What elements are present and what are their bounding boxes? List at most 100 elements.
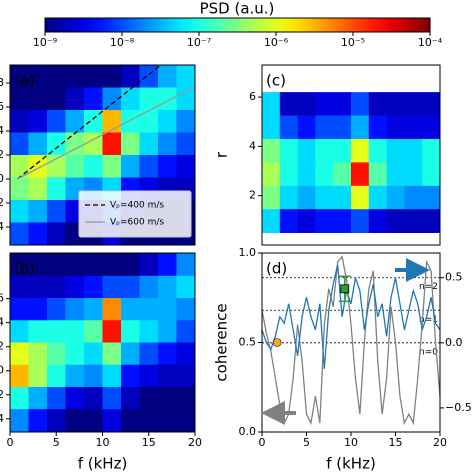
heatmap-cell [65, 110, 85, 133]
heatmap-cell [65, 132, 85, 156]
heatmap-cell [47, 65, 66, 88]
heatmap-cell [10, 364, 29, 388]
y-axis-label: r [213, 151, 231, 158]
x-tick-label: 20 [188, 436, 202, 449]
heatmap-cell [121, 87, 140, 111]
point [272, 338, 282, 347]
heatmap-cell [176, 298, 196, 321]
heatmap-cell [158, 253, 177, 277]
heatmap-cell [422, 92, 441, 116]
heatmap-cell [102, 275, 122, 299]
panel-label: (d) [266, 260, 287, 278]
heatmap-cell [368, 138, 387, 163]
heatmap-cell [386, 185, 405, 210]
heatmap-cell [121, 132, 140, 156]
x-tick-label: 20 [433, 436, 447, 449]
heatmap-cell [102, 364, 122, 388]
colorbar-tick-label: 10⁻⁵ [341, 36, 365, 49]
heatmap-cell [10, 132, 29, 156]
heatmap-cell [28, 200, 48, 223]
heatmap-cell [351, 209, 370, 233]
heatmap-cell [139, 342, 159, 366]
heatmap-cell [28, 222, 48, 246]
panel-label: (a) [14, 72, 35, 90]
heatmap-cell [65, 386, 85, 410]
heatmap-cell [102, 342, 122, 366]
heatmap-cell [368, 185, 387, 210]
y-tick-label: 8 [0, 76, 4, 89]
heatmap-cell [10, 275, 29, 299]
heatmap-cell [47, 409, 66, 433]
heatmap-cell [28, 409, 48, 433]
heatmap-cell [297, 138, 316, 163]
heatmap-cell [158, 155, 177, 178]
heatmap-cell [47, 177, 66, 201]
heatmap-cell [65, 87, 85, 111]
heatmap-cell [47, 222, 66, 246]
heatmap-cell [121, 65, 140, 88]
heatmap-cell [121, 253, 140, 277]
heatmap-cell [10, 320, 29, 343]
x-tick-label: 5 [303, 436, 310, 449]
heatmap-cell [297, 185, 316, 210]
heatmap-cell [262, 92, 281, 116]
x-tick-label: 0 [259, 436, 266, 449]
heatmap-cell [102, 65, 122, 88]
heatmap-cell [47, 87, 66, 111]
data-line [17, 86, 196, 180]
heatmap-cell [404, 162, 423, 187]
heatmap-cell [297, 115, 316, 140]
heatmap-cell [102, 155, 122, 178]
heatmap-cell [176, 253, 196, 277]
heatmap-cell [28, 177, 48, 201]
heatmap-cell [121, 320, 140, 343]
heatmap-cell [139, 65, 159, 88]
heatmap-cell [47, 364, 66, 388]
heatmap-cell [315, 209, 334, 233]
heatmap-cell [176, 132, 196, 156]
heatmap-cell [121, 275, 140, 299]
heatmap-cell [10, 298, 29, 321]
heatmap-cell [102, 132, 122, 156]
heatmap-cell [121, 409, 140, 433]
heatmap-cell [65, 320, 85, 343]
heatmap-cell [102, 409, 122, 433]
heatmap-cell [176, 155, 196, 178]
heatmap-cell [279, 138, 298, 163]
heatmap-cell [422, 185, 441, 210]
heatmap-cell [139, 87, 159, 111]
heatmap-cell [158, 275, 177, 299]
heatmap-cell [10, 65, 29, 88]
heatmap-cell [121, 110, 140, 133]
x-axis-label: f (kHz) [78, 455, 128, 473]
heatmap-cell [84, 132, 103, 156]
heatmap-cell [102, 298, 122, 321]
heatmap-cell [65, 65, 85, 88]
heatmap-cell [28, 110, 48, 133]
heatmap-cell [139, 320, 159, 343]
heatmap-cell [297, 92, 316, 116]
heatmap-cell [158, 132, 177, 156]
heatmap-cell [28, 275, 48, 299]
colorbar-tick-label: 10⁻⁶ [264, 36, 289, 49]
heatmap-cell [47, 200, 66, 223]
heatmap-cell [28, 155, 48, 178]
heatmap-cell [10, 87, 29, 111]
heatmap-cell [297, 162, 316, 187]
x-tick-label: 0 [7, 436, 14, 449]
heatmap-cell [102, 253, 122, 277]
heatmap-cell [315, 92, 334, 116]
heatmap-cell [65, 298, 85, 321]
heatmap-cell [158, 409, 177, 433]
heatmap-cell [176, 342, 196, 366]
colorbar [44, 17, 431, 33]
heatmap-cell [65, 253, 85, 277]
legend-label: Vₚ=400 m/s [110, 201, 164, 211]
heatmap-cell [351, 138, 370, 163]
heatmap-cell [28, 87, 48, 111]
heatmap-cell [262, 162, 281, 187]
heatmap-cell [279, 92, 298, 116]
heatmap-cell [158, 65, 177, 88]
heatmap-cell [386, 138, 405, 163]
heatmap-cell [404, 185, 423, 210]
